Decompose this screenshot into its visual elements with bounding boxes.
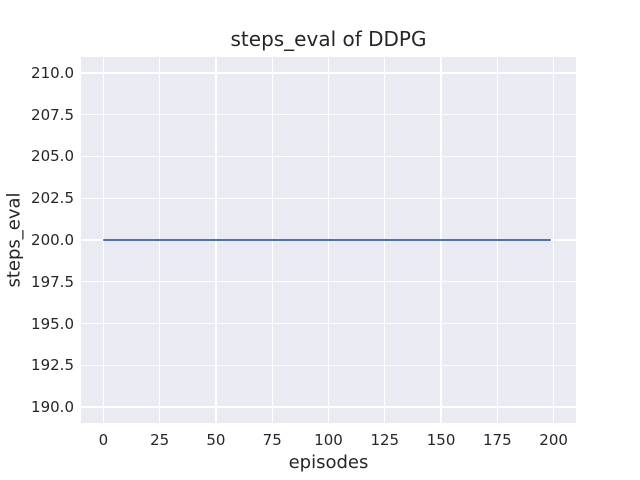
x-tick-label: 100 (314, 431, 343, 449)
gridline-vertical (552, 57, 555, 423)
gridline-vertical (102, 57, 105, 423)
x-tick-label: 150 (426, 431, 456, 449)
x-tick-label: 175 (482, 431, 512, 449)
x-tick-label: 50 (206, 431, 226, 449)
y-tick-label: 200.0 (31, 231, 74, 249)
x-tick-label: 125 (370, 431, 400, 449)
plot-area (81, 57, 576, 423)
x-axis-label: episodes (288, 452, 369, 473)
x-tick-label: 25 (150, 431, 170, 449)
y-tick-label: 202.5 (31, 189, 74, 208)
x-tick-label: 75 (262, 431, 282, 449)
x-tick-label: 200 (539, 431, 568, 449)
y-tick-label: 205.0 (31, 147, 74, 166)
y-tick-label: 207.5 (31, 105, 74, 124)
y-axis-label: steps_eval (3, 192, 25, 288)
y-tick-label: 195.0 (31, 314, 74, 333)
y-tick-label: 197.5 (31, 272, 74, 291)
y-tick-label: 190.0 (31, 398, 74, 417)
y-tick-label: 192.5 (31, 356, 74, 375)
series-line (103, 238, 552, 242)
chart-title: steps_eval of DDPG (230, 27, 427, 51)
y-tick-label: 210.0 (31, 63, 74, 82)
x-tick-label: 0 (98, 431, 109, 449)
